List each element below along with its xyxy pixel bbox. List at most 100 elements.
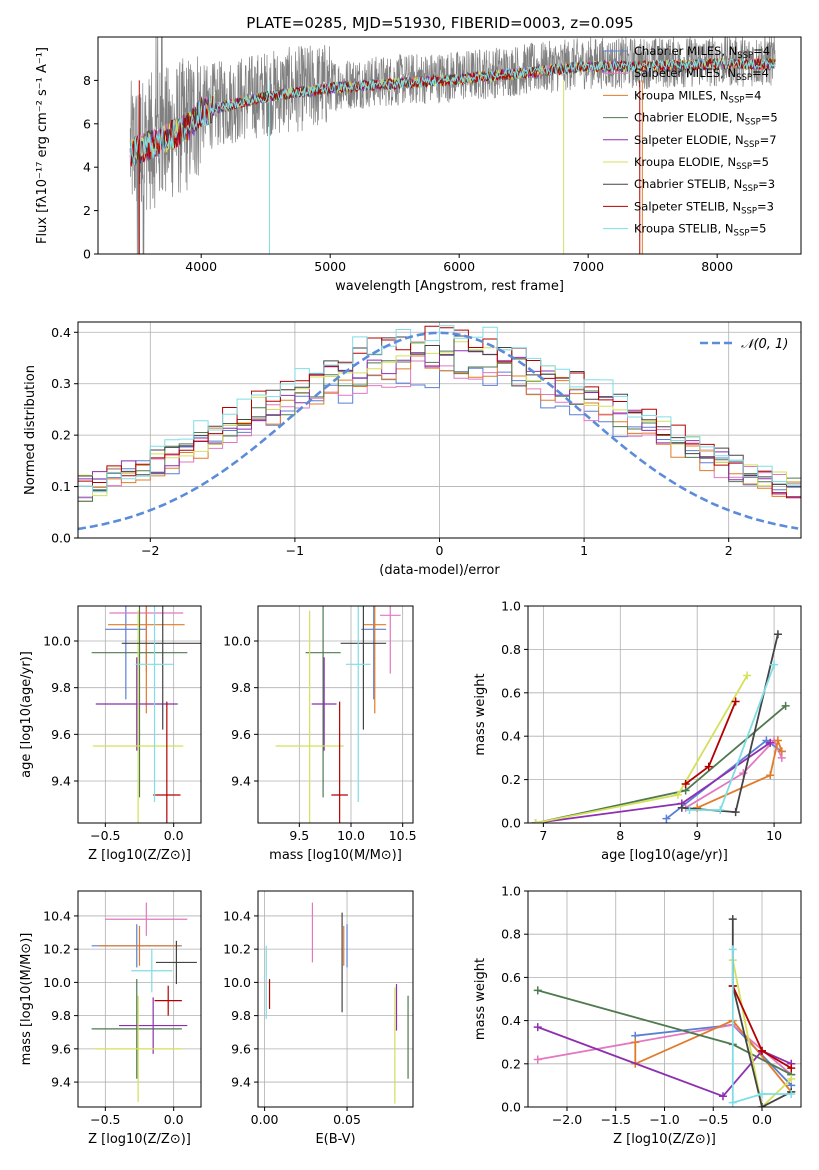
axes-frame bbox=[527, 605, 802, 824]
legend-entry: 𝒩(0, 1) bbox=[741, 337, 788, 352]
legend-subscript: SSP bbox=[729, 95, 745, 105]
model-line-salpeter-stelib bbox=[129, 57, 776, 167]
legend-value: =4 bbox=[744, 88, 761, 102]
data-point-marker bbox=[662, 814, 671, 823]
x-tick-label: 0.05 bbox=[333, 1112, 361, 1127]
normal-curve bbox=[78, 331, 799, 531]
legend-entry: Chabrier STELIB, NSSP=3 bbox=[634, 177, 775, 194]
x-tick-label: 6000 bbox=[443, 259, 475, 274]
point-kroupa-stelib bbox=[131, 949, 173, 993]
legend-text: Kroupa ELODIE, N bbox=[634, 155, 736, 169]
legend-entry: Salpeter STELIB, NSSP=3 bbox=[634, 199, 774, 216]
histogram-kroupa-stelib bbox=[78, 325, 801, 493]
x-tick-label: 10 bbox=[766, 828, 782, 843]
data-point-marker bbox=[787, 1074, 796, 1083]
data-point-marker bbox=[766, 738, 775, 747]
legend-value: =4 bbox=[753, 44, 770, 58]
axes-frame bbox=[257, 890, 414, 1108]
x-tick-label: 7000 bbox=[572, 259, 604, 274]
legend-subscript: SSP bbox=[741, 206, 757, 216]
data-point-marker bbox=[731, 808, 740, 817]
chart-age_mass: 9.5 10.0 10.5 9.4 9.6 9.8 10.0 mass [log10(M/M⊙… bbox=[223, 605, 417, 863]
data-point-marker bbox=[787, 1064, 796, 1073]
x-tick-label: 0 bbox=[436, 543, 444, 558]
x-axis-label: (data-model)/error bbox=[379, 563, 500, 578]
x-tick-label: 8 bbox=[616, 828, 624, 843]
data-point-marker bbox=[743, 671, 752, 680]
y-tick-label: 9.8 bbox=[51, 680, 71, 695]
chart-age_Z: −0.5 0.0 9.4 9.6 9.8 10.0 Z [log10(Z/Z⊙)] age [… bbox=[19, 605, 202, 863]
point-salpeter-stelib bbox=[153, 701, 181, 823]
x-tick-label: 0.0 bbox=[164, 828, 184, 843]
y-tick-label: 0.0 bbox=[501, 816, 521, 831]
legend-value: =5 bbox=[761, 111, 778, 125]
point-chabrier-elodie bbox=[91, 979, 182, 1079]
data-point-marker bbox=[531, 819, 540, 823]
x-tick-label: −0.5 bbox=[90, 828, 120, 843]
legend-value: =4 bbox=[752, 66, 769, 80]
axes-frame bbox=[527, 890, 802, 1108]
y-tick-label: 0.4 bbox=[51, 325, 71, 340]
y-tick-label: 9.6 bbox=[231, 727, 251, 742]
legend-subscript: SSP bbox=[742, 184, 758, 194]
y-tick-label: 0.6 bbox=[501, 685, 521, 700]
x-tick-label: 9 bbox=[693, 828, 701, 843]
point-kroupa-stelib bbox=[135, 606, 174, 802]
x-tick-label: −0.5 bbox=[698, 1112, 728, 1127]
y-axis-label: Flux [fλ10⁻¹⁷ erg cm⁻² s⁻¹ A⁻¹] bbox=[35, 47, 50, 244]
data-point-marker bbox=[773, 736, 782, 745]
y-tick-label: 9.4 bbox=[51, 1075, 71, 1090]
data-point-marker bbox=[704, 762, 713, 771]
series-salpeter-elodie bbox=[531, 738, 775, 823]
y-tick-label: 0.6 bbox=[501, 970, 521, 985]
legend-value: =5 bbox=[749, 222, 766, 236]
data-point-marker bbox=[677, 803, 686, 812]
gridlines bbox=[258, 891, 413, 1107]
legend-text: Chabrier MILES, N bbox=[634, 44, 737, 58]
y-tick-label: 0.8 bbox=[501, 642, 521, 657]
y-tick-label: 0.1 bbox=[51, 479, 71, 494]
y-tick-label: 9.6 bbox=[231, 1041, 251, 1056]
gridlines bbox=[258, 606, 413, 823]
histogram-kroupa-miles bbox=[78, 355, 801, 502]
data-point-marker bbox=[533, 986, 542, 995]
legend-text: Kroupa STELIB, N bbox=[634, 222, 734, 236]
series-kroupa-stelib bbox=[728, 945, 796, 1107]
point-salpeter-stelib bbox=[331, 701, 348, 823]
legend-entry: Kroupa MILES, NSSP=4 bbox=[634, 88, 761, 105]
point-kroupa-miles bbox=[98, 925, 181, 966]
legend-value: =3 bbox=[757, 199, 774, 213]
x-axis-label: Z [log10(Z/Z⊙)] bbox=[613, 1132, 716, 1147]
x-tick-label: 7 bbox=[539, 828, 547, 843]
legend-subscript: SSP bbox=[734, 229, 750, 239]
x-tick-label: 10.5 bbox=[389, 828, 417, 843]
y-tick-label: 10.4 bbox=[223, 908, 251, 923]
plot-area bbox=[533, 915, 796, 1107]
legend-value: =3 bbox=[758, 177, 775, 191]
legend-value: =7 bbox=[760, 133, 777, 147]
data-point-marker bbox=[758, 1090, 766, 1099]
legend-value: =5 bbox=[752, 155, 769, 169]
model-line-kroupa-stelib bbox=[129, 57, 776, 166]
y-tick-label: 10.0 bbox=[223, 634, 251, 649]
point-chabrier-elodie bbox=[305, 606, 341, 798]
x-tick-label: −1.5 bbox=[601, 1112, 631, 1127]
y-tick-label: 6 bbox=[83, 116, 91, 131]
plot-area bbox=[275, 606, 401, 823]
point-chabrier-stelib bbox=[155, 940, 197, 985]
y-tick-label: 10.0 bbox=[43, 975, 71, 990]
legend-subscript: SSP bbox=[745, 118, 761, 128]
x-axis-label: age [log10(age/yr)] bbox=[601, 848, 728, 863]
point-salpeter-elodie bbox=[95, 657, 178, 751]
point-salpeter-miles bbox=[379, 606, 401, 674]
point-kroupa-miles bbox=[363, 606, 387, 714]
y-tick-label: 10.2 bbox=[223, 942, 251, 957]
x-tick-label: −1.0 bbox=[649, 1112, 679, 1127]
x-tick-label: 9.5 bbox=[289, 828, 309, 843]
legend-subscript: SSP bbox=[736, 162, 752, 172]
series-salpeter-stelib bbox=[681, 697, 740, 788]
legend-subscript: SSP bbox=[737, 51, 753, 61]
y-tick-label: 0.2 bbox=[501, 1056, 521, 1071]
legend-subscript: SSP bbox=[744, 140, 760, 150]
data-point-marker bbox=[758, 1103, 766, 1107]
